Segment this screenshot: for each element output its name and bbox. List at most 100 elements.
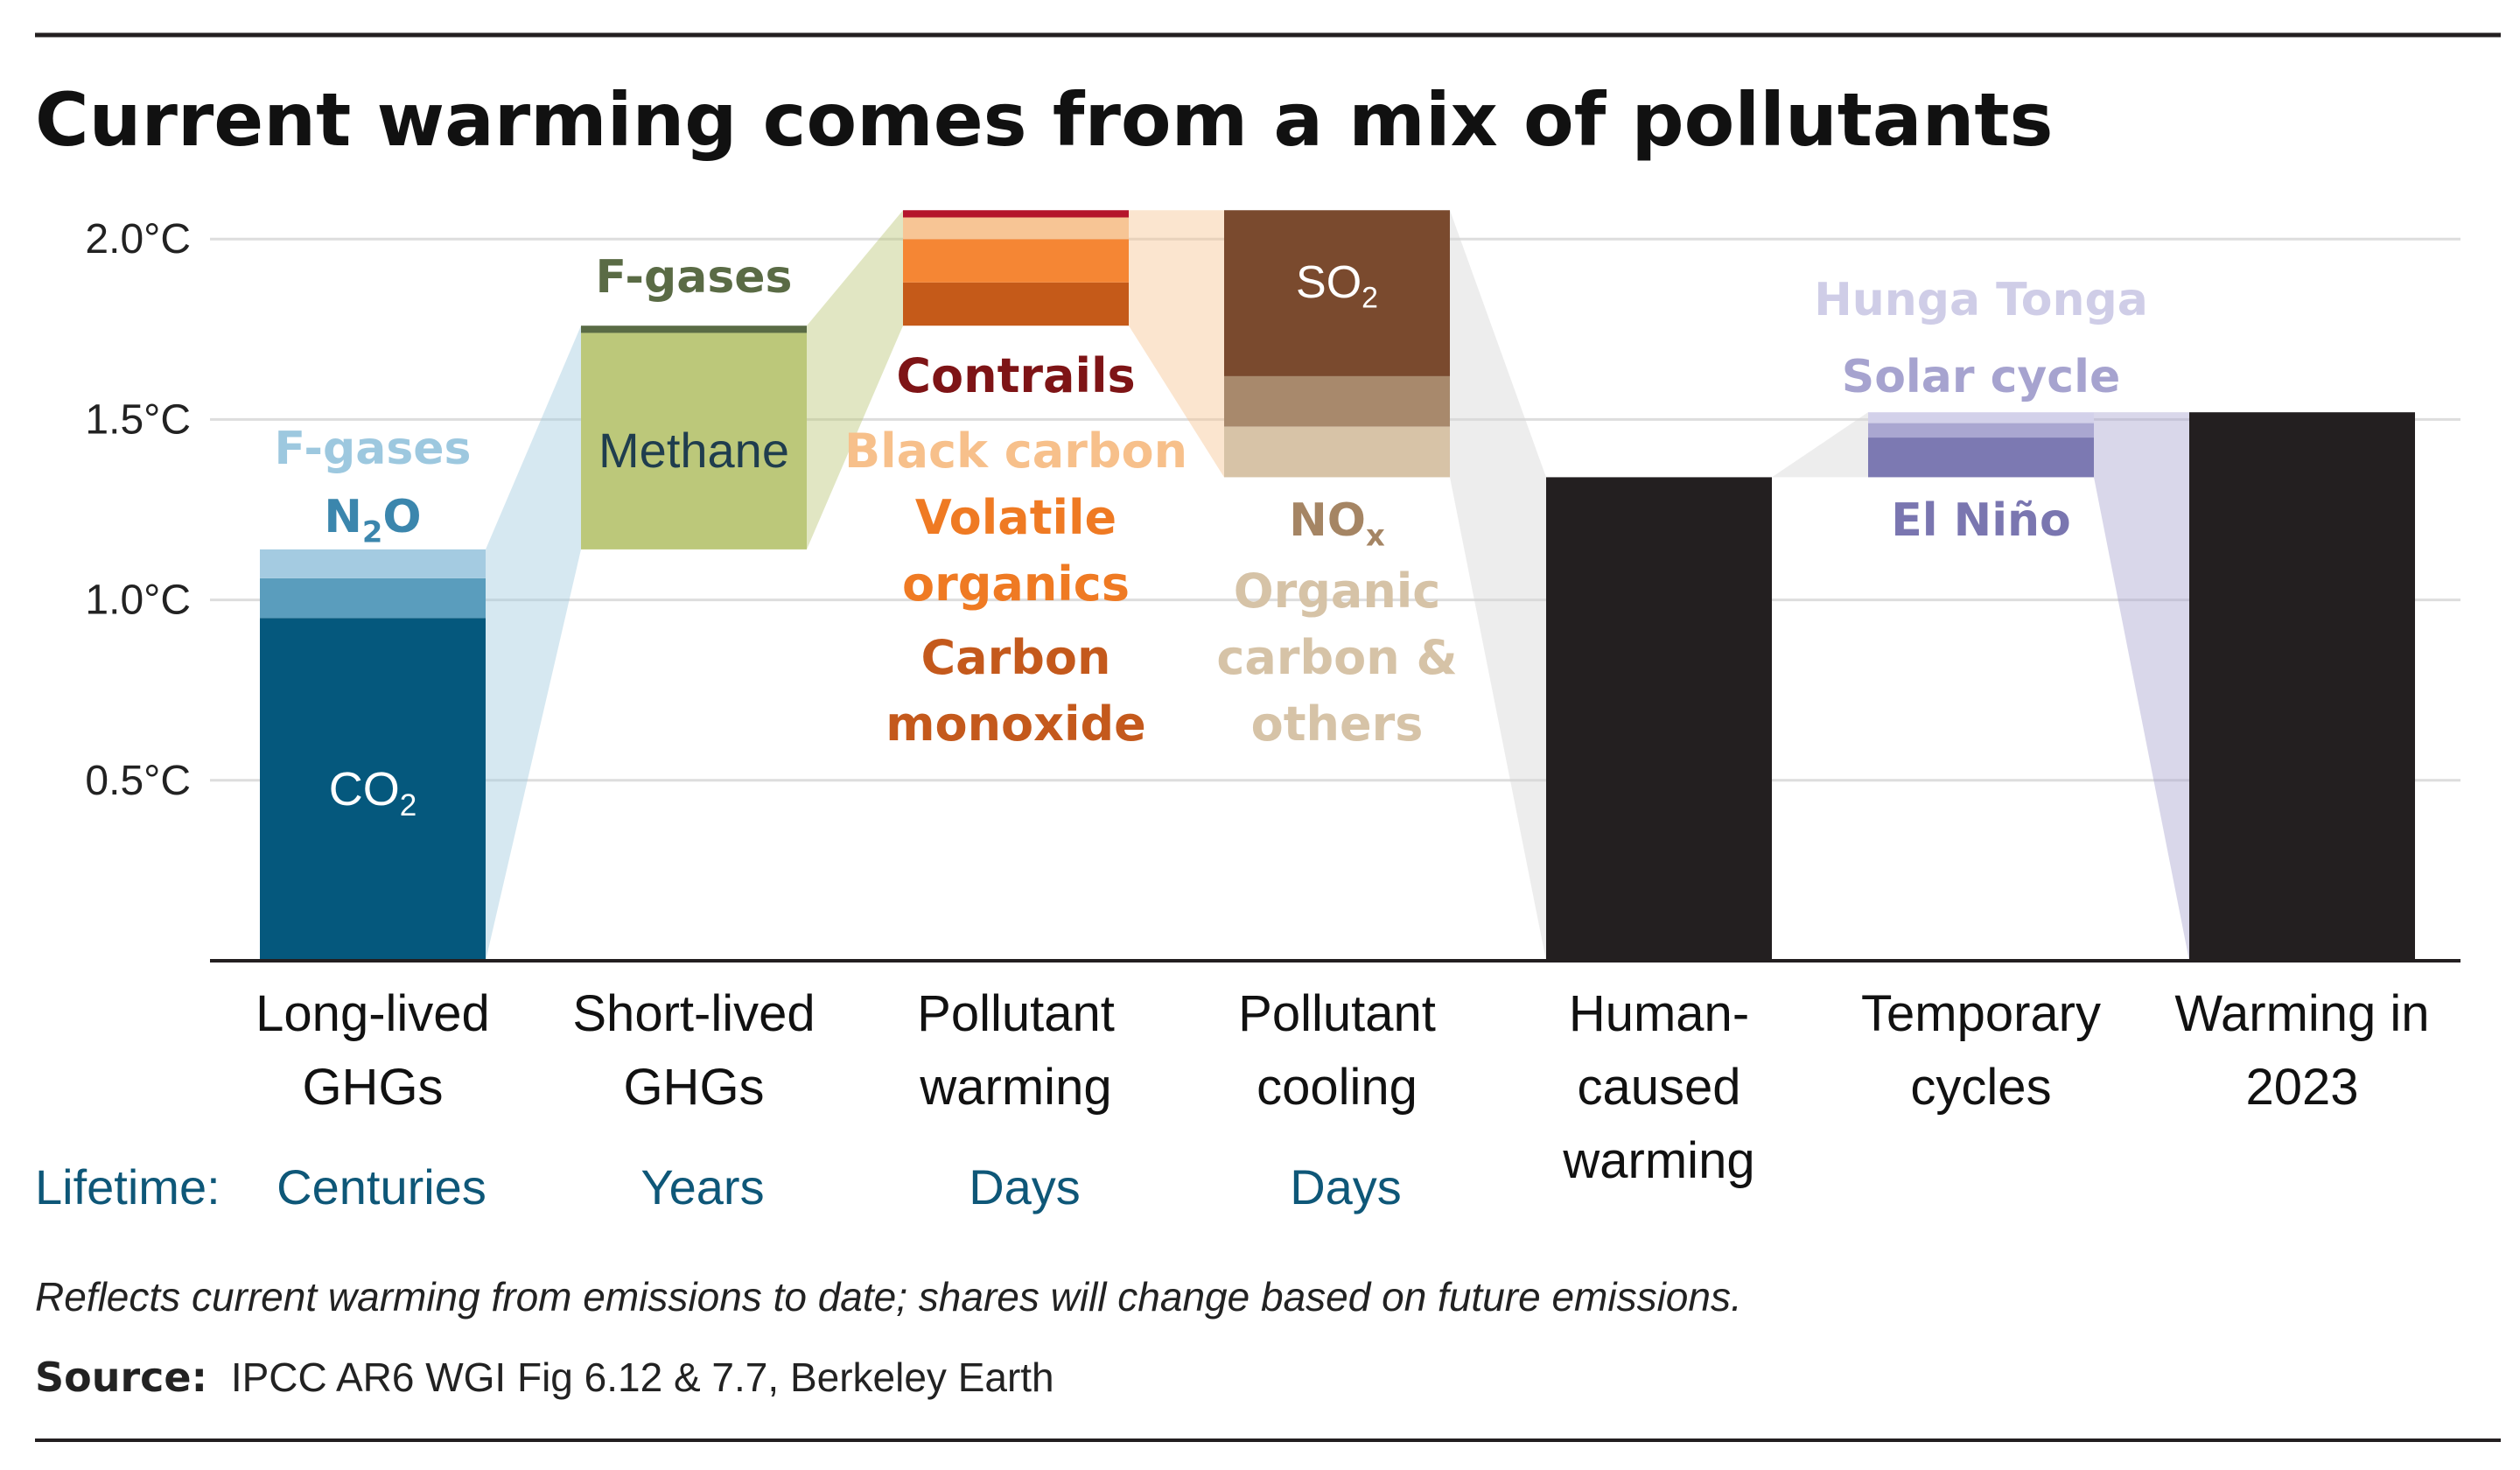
label-organic-3-part: others [1251, 696, 1424, 752]
label-co-2-part: monoxide [886, 696, 1146, 752]
label-volatile-1-part: Volatile [915, 490, 1116, 545]
connector-5 [2094, 412, 2189, 962]
lifetime-value: Days [1290, 1159, 1402, 1214]
label-solar-cycle: Solar cycle [1842, 351, 2120, 403]
bar-segment-so2 [1224, 210, 1450, 376]
label-el-nino: El Niño [1891, 494, 2071, 547]
bar-segment-el_nino [1868, 438, 2094, 478]
chart-note: Reflects current warming from emissions … [35, 1274, 1742, 1320]
lifetime-value: Centuries [276, 1159, 486, 1214]
label-solar-cycle-part: Solar cycle [1842, 351, 2120, 403]
category-label: cycles [1910, 1059, 2051, 1116]
label-co2-part: CO [329, 763, 400, 816]
label-fgases-long: F-gases [275, 423, 472, 475]
label-co2-part: 2 [400, 788, 417, 822]
label-n2o: N2O [324, 491, 421, 549]
connector-1 [807, 210, 903, 550]
label-nox-part: NO [1289, 494, 1366, 547]
label-organic-2-part: carbon & [1216, 630, 1457, 685]
label-methane: Methane [598, 423, 789, 478]
connector-4 [1772, 412, 1868, 478]
category-label: Temporary [1861, 985, 2101, 1042]
label-contrails-part: Contrails [896, 348, 1135, 403]
category-label: Human- [1569, 985, 1749, 1042]
category-label: GHGs [623, 1059, 764, 1116]
category-label: warming [919, 1059, 1111, 1116]
category-label: Pollutant [917, 985, 1115, 1042]
category-label: caused [1577, 1059, 1740, 1116]
lifetime-label: Lifetime: [35, 1159, 220, 1214]
label-organic-3: others [1251, 696, 1424, 752]
category-label: warming [1562, 1132, 1754, 1189]
label-n2o-part: O [382, 491, 421, 543]
label-black-carbon-part: Black carbon [844, 424, 1187, 479]
label-organic-1-part: Organic [1234, 564, 1441, 619]
bar-segment-fgases_short [581, 326, 807, 333]
label-nox: NOx [1289, 494, 1385, 552]
category-label: Warming in [2174, 985, 2429, 1042]
bar-segment-organic_carbon [1224, 426, 1450, 478]
connector-2 [1129, 210, 1224, 478]
label-so2: SO2 [1296, 257, 1378, 314]
label-black-carbon: Black carbon [844, 424, 1187, 479]
label-organic-1: Organic [1234, 564, 1441, 619]
label-n2o-part: 2 [362, 514, 383, 549]
label-co-1-part: Carbon [921, 630, 1111, 685]
bar-segment-solar [1868, 423, 2094, 438]
label-n2o-part: N [324, 491, 362, 543]
label-volatile-2: organics [902, 556, 1130, 612]
bar-segment-fgases_long [260, 549, 486, 578]
axis-layer: 0.5°C 1.0°C 1.5°C 2.0°C Long-lived GHGs Short-… [35, 216, 2460, 1214]
bar-segment-co2 [260, 618, 486, 961]
category-label: Pollutant [1238, 985, 1436, 1042]
bar-segment-n2o [260, 578, 486, 619]
label-fgases-short: F-gases [596, 251, 793, 304]
lifetime-value: Days [969, 1159, 1081, 1214]
lifetime-value: Years [640, 1159, 764, 1214]
bar-segment-human [2189, 412, 2415, 962]
label-co-2: monoxide [886, 696, 1146, 752]
label-contrails: Contrails [896, 348, 1135, 403]
y-tick-label: 1.0°C [85, 578, 191, 624]
bar-segment-methane [581, 332, 807, 550]
y-tick-label: 1.5°C [85, 396, 191, 443]
chart-source: Source: IPCC AR6 WGI Fig 6.12 & 7.7, Ber… [35, 1354, 1054, 1401]
label-co-1: Carbon [921, 630, 1111, 685]
connector-layer [486, 210, 2189, 962]
bar-segment-human [1546, 477, 1772, 961]
label-volatile-2-part: organics [902, 556, 1130, 612]
chart-title: Current warming comes from a mix of poll… [35, 77, 2054, 163]
label-volatile-1: Volatile [915, 490, 1116, 545]
label-hunga-tonga-part: Hunga Tonga [1814, 274, 2148, 326]
bar-segment-volatile_organics [903, 239, 1129, 283]
bar-segment-nox [1224, 375, 1450, 427]
label-co2: CO2 [329, 763, 417, 822]
category-label: Short-lived [572, 985, 815, 1042]
y-tick-label: 2.0°C [85, 216, 191, 262]
bar-segment-hunga [1868, 412, 2094, 424]
bar-layer [260, 210, 2415, 962]
category-label: Long-lived [256, 985, 490, 1042]
label-so2-part: SO [1296, 257, 1362, 308]
source-text: IPCC AR6 WGI Fig 6.12 & 7.7, Berkeley Ea… [231, 1354, 1054, 1400]
category-label: GHGs [302, 1059, 443, 1116]
label-fgases-short-part: F-gases [596, 251, 793, 304]
label-methane-part: Methane [598, 423, 789, 478]
connector-3 [1450, 210, 1546, 961]
label-organic-2: carbon & [1216, 630, 1457, 685]
y-tick-label: 0.5°C [85, 758, 191, 804]
label-so2-part: 2 [1362, 281, 1378, 314]
bar-segment-contrails [903, 210, 1129, 218]
label-nox-part: x [1366, 518, 1385, 552]
label-hunga-tonga: Hunga Tonga [1814, 274, 2148, 326]
category-label: 2023 [2245, 1059, 2358, 1116]
bar-segment-carbon_monoxide [903, 282, 1129, 326]
bar-segment-black_carbon [903, 217, 1129, 240]
label-el-nino-part: El Niño [1891, 494, 2071, 547]
label-fgases-long-part: F-gases [275, 423, 472, 475]
source-label: Source: [35, 1354, 207, 1401]
connector-0 [486, 326, 581, 961]
